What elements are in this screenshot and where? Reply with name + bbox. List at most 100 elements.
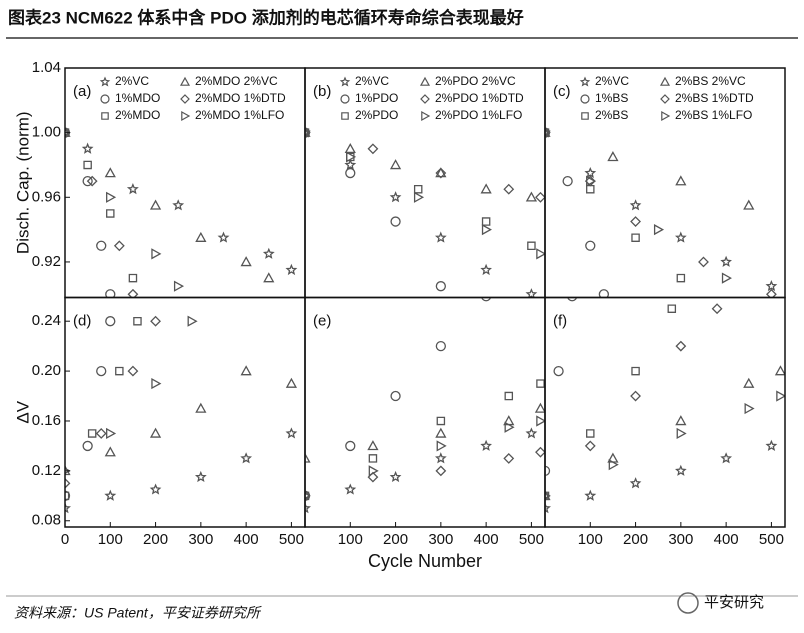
- data-point: [545, 126, 551, 137]
- data-point: [262, 247, 275, 259]
- panel-frame: [544, 296, 786, 528]
- y-tick-label: 1.04: [32, 59, 61, 76]
- data-point: [435, 281, 446, 292]
- x-tick-label: 100: [338, 531, 363, 548]
- data-point: [113, 240, 125, 252]
- data-point: [65, 490, 71, 501]
- data-point: [173, 280, 185, 292]
- data-point: [545, 128, 550, 137]
- legend-marker: [581, 112, 589, 120]
- data-point: [545, 489, 551, 501]
- data-point: [598, 289, 610, 298]
- data-point: [720, 452, 733, 464]
- data-point: [389, 470, 402, 483]
- data-point: [434, 452, 447, 464]
- data-point: [534, 402, 545, 413]
- x-tick-label: 100: [578, 531, 603, 548]
- legend-marker: [421, 110, 431, 122]
- data-point: [149, 483, 162, 495]
- data-point: [504, 391, 514, 401]
- data-point: [390, 390, 401, 402]
- data-point: [149, 199, 162, 210]
- data-point: [389, 191, 402, 203]
- panel-label: (c): [553, 83, 571, 100]
- data-point: [481, 224, 492, 236]
- plot-area: [65, 315, 298, 514]
- data-point: [675, 415, 687, 426]
- panel-label: (a): [73, 83, 91, 100]
- data-point: [305, 452, 311, 463]
- data-point: [346, 151, 357, 163]
- data-point: [527, 241, 536, 251]
- logo-text: 平安研究: [704, 594, 764, 611]
- y-axis-label: ΔV: [13, 400, 32, 423]
- data-point: [195, 231, 207, 242]
- y-tick-label: 0.08: [32, 512, 61, 529]
- panel-label: (d): [73, 312, 91, 329]
- data-point: [535, 446, 545, 458]
- legend-marker: [179, 76, 191, 86]
- data-point: [674, 231, 687, 243]
- data-point: [536, 415, 545, 427]
- legend-label: 2%VC: [355, 74, 389, 88]
- plot-area: [545, 126, 778, 298]
- data-point: [535, 191, 545, 203]
- y-tick-label: 0.20: [32, 362, 61, 379]
- legend-marker: [661, 110, 671, 122]
- legend-label: 2%PDO 1%DTD: [435, 91, 524, 105]
- data-point: [104, 446, 116, 457]
- data-point: [96, 240, 107, 251]
- data-point: [711, 303, 723, 315]
- data-point: [126, 182, 139, 195]
- y-axis-label: Disch. Cap. (norm): [13, 111, 32, 254]
- data-point: [435, 167, 447, 179]
- data-point: [345, 167, 356, 179]
- data-point: [436, 440, 447, 452]
- figure-title: 图表23 NCM622 体系中含 PDO 添加剂的电芯循环寿命综合表现最好: [8, 7, 524, 27]
- data-point: [285, 377, 298, 388]
- legend-label: 2%BS 1%DTD: [675, 91, 754, 105]
- legend-label: 1%PDO: [355, 91, 398, 105]
- data-point: [65, 477, 71, 489]
- data-point: [305, 491, 310, 501]
- legend-label: 2%VC: [115, 74, 149, 88]
- plot-area: [65, 126, 298, 298]
- legend-marker: [659, 76, 671, 86]
- data-point: [151, 377, 162, 390]
- data-point: [481, 217, 491, 226]
- legend-label: 2%PDO: [355, 108, 398, 122]
- data-point: [585, 240, 596, 251]
- data-point: [82, 175, 93, 187]
- data-point: [65, 502, 71, 514]
- data-point: [344, 158, 357, 170]
- data-point: [187, 315, 198, 327]
- data-point: [217, 231, 230, 243]
- data-point: [240, 256, 252, 267]
- data-point: [675, 175, 687, 186]
- data-point: [95, 428, 107, 439]
- data-point: [765, 280, 778, 292]
- data-point: [435, 341, 446, 352]
- x-tick-label: 200: [383, 531, 408, 548]
- data-point: [345, 440, 356, 452]
- x-axis-label: Cycle Number: [368, 551, 482, 571]
- data-point: [629, 477, 642, 489]
- data-point: [240, 365, 252, 376]
- data-point: [586, 184, 595, 194]
- legend-marker: [101, 112, 109, 120]
- legend-label: 2%BS: [595, 108, 628, 122]
- y-tick-label: 0.92: [32, 253, 61, 270]
- legend-label: 2%MDO 2%VC: [195, 74, 278, 88]
- data-point: [367, 143, 379, 155]
- data-point: [586, 429, 595, 438]
- x-tick-label: 500: [759, 531, 784, 548]
- data-point: [105, 316, 116, 327]
- panel-label: (e): [313, 312, 331, 329]
- legend-marker: [660, 94, 670, 104]
- x-tick-label: 400: [234, 531, 259, 548]
- data-point: [149, 427, 162, 438]
- legend-label: 1%MDO: [115, 91, 160, 105]
- data-point: [195, 402, 207, 413]
- data-point: [776, 390, 785, 402]
